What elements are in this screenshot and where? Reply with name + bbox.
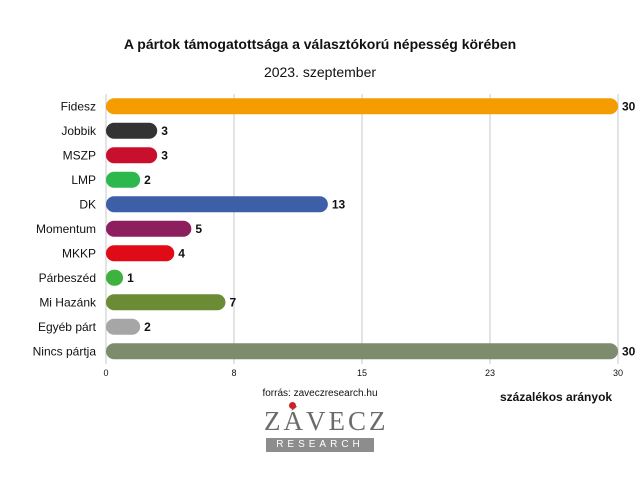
logo-band: RESEARCH: [266, 438, 374, 452]
data-label: 3: [161, 148, 168, 162]
category-label: Momentum: [36, 222, 96, 236]
data-label: 2: [144, 320, 151, 334]
bar: [106, 343, 618, 360]
x-tick-label: 0: [103, 368, 108, 378]
bar: [106, 122, 158, 139]
category-label: Nincs pártja: [33, 344, 97, 358]
category-label: Jobbik: [61, 124, 97, 138]
category-label: MKKP: [62, 246, 96, 260]
data-label: 13: [332, 197, 346, 211]
bar: [106, 171, 141, 188]
x-axis-label: százalékos arányok: [500, 390, 613, 404]
data-label: 4: [178, 246, 185, 260]
bar: [106, 318, 141, 335]
category-label: LMP: [71, 173, 96, 187]
bar: [106, 245, 175, 262]
bar: [106, 294, 226, 311]
source-note: forrás: zaveczresearch.hu: [262, 388, 378, 399]
category-label: MSZP: [63, 148, 96, 162]
x-tick-label: 15: [357, 368, 367, 378]
logo-accent-dot: [289, 402, 296, 409]
data-label: 3: [161, 124, 168, 138]
bar: [106, 220, 192, 237]
bar: [106, 98, 618, 115]
chart-title: A pártok támogatottsága a választókorú n…: [123, 36, 517, 52]
logo-wordmark: ZÁVECZ: [264, 406, 389, 436]
bar: [106, 196, 328, 213]
data-label: 5: [195, 222, 202, 236]
category-label: Mi Hazánk: [39, 295, 97, 309]
category-label: DK: [79, 197, 96, 211]
x-tick-label: 23: [485, 368, 495, 378]
x-tick-label: 30: [613, 368, 623, 378]
zavecz-research-logo: ZÁVECZ RESEARCH: [264, 402, 389, 454]
category-label: Egyéb párt: [38, 320, 97, 334]
data-label: 1: [127, 271, 134, 285]
category-label: Fidesz: [61, 99, 96, 113]
bar: [106, 269, 124, 286]
x-tick-label: 8: [231, 368, 236, 378]
data-label: 7: [229, 295, 236, 309]
data-label: 30: [622, 99, 636, 113]
data-label: 30: [622, 344, 636, 358]
bar: [106, 147, 158, 164]
data-label: 2: [144, 173, 151, 187]
category-label: Párbeszéd: [39, 271, 96, 285]
chart-subtitle: 2023. szeptember: [263, 64, 377, 80]
